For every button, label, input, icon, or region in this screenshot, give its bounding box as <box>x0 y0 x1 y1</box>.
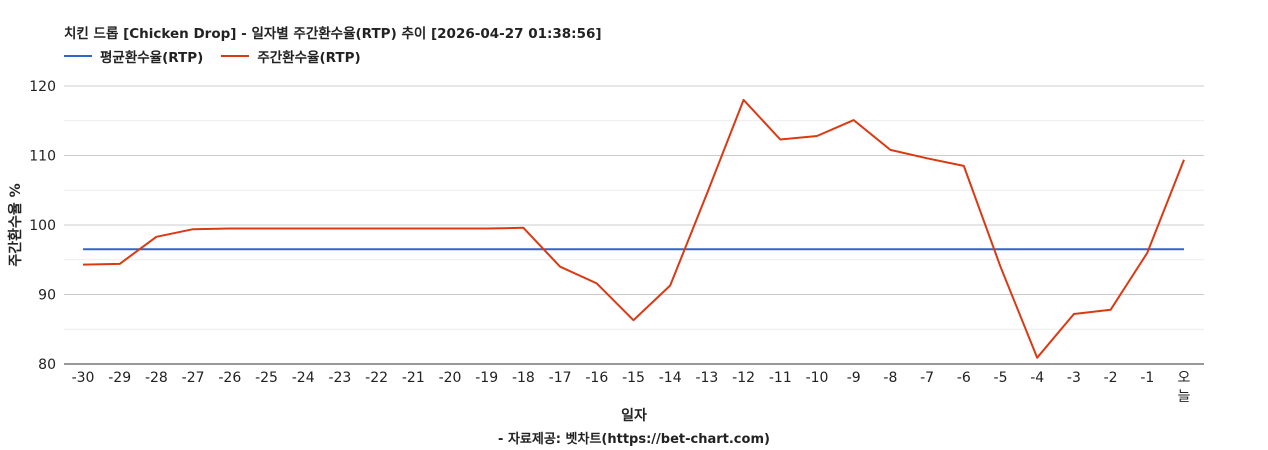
x-tick-label: -12 <box>732 370 755 386</box>
x-tick-label: -4 <box>1030 370 1044 386</box>
source-credit: - 자료제공: 벳차트(https://bet-chart.com) <box>498 432 770 447</box>
y-tick-label: 80 <box>38 357 56 373</box>
x-tick-label: -6 <box>957 370 971 386</box>
x-tick-label: -23 <box>328 370 351 386</box>
x-tick-label: -29 <box>108 370 131 386</box>
x-tick-label: -10 <box>806 370 829 386</box>
x-tick-label: -15 <box>622 370 645 386</box>
y-tick-label: 110 <box>29 149 56 165</box>
x-tick-label: 오 <box>1178 370 1191 386</box>
legend: 평균환수율(RTP) 주간환수율(RTP) <box>64 46 379 66</box>
x-tick-label: -26 <box>218 370 241 386</box>
y-axis-title: 주간환수율 % <box>7 183 24 266</box>
x-tick-label: -30 <box>72 370 95 386</box>
y-tick-label: 100 <box>29 218 56 234</box>
x-tick-label: -22 <box>365 370 388 386</box>
x-tick-label: 늘 <box>1178 389 1191 405</box>
x-tick-label: -2 <box>1104 370 1118 386</box>
x-tick-label: -11 <box>769 370 792 386</box>
x-tick-label: -27 <box>182 370 205 386</box>
x-tick-label: -20 <box>439 370 462 386</box>
series-line-weekly <box>82 98 1185 359</box>
x-tick-label: -14 <box>659 370 682 386</box>
legend-label-average: 평균환수율(RTP) <box>100 50 204 66</box>
x-tick-label: -9 <box>847 370 861 386</box>
x-tick-label: -1 <box>1140 370 1154 386</box>
x-tick-label: -16 <box>585 370 608 386</box>
legend-swatch-weekly <box>221 55 250 57</box>
x-tick-label: -21 <box>402 370 425 386</box>
x-tick-label: -3 <box>1067 370 1081 386</box>
y-tick-label: 90 <box>38 288 56 304</box>
x-tick-label: -5 <box>994 370 1008 386</box>
x-tick-label: -18 <box>512 370 535 386</box>
x-tick-label: -24 <box>292 370 315 386</box>
x-tick-label: -8 <box>883 370 897 386</box>
chart-title: 치킨 드롭 [Chicken Drop] - 일자별 주간환수율(RTP) 추이… <box>64 26 602 42</box>
x-tick-label: -19 <box>475 370 498 386</box>
legend-swatch-average <box>64 55 92 57</box>
legend-label-weekly: 주간환수율(RTP) <box>257 50 361 66</box>
y-tick-label: 120 <box>29 79 56 95</box>
x-tick-label: -17 <box>549 370 572 386</box>
x-tick-label: -25 <box>255 370 278 386</box>
legend-item-weekly[interactable]: 주간환수율(RTP) <box>221 46 361 66</box>
x-tick-label: -7 <box>920 370 934 386</box>
legend-item-average[interactable]: 평균환수율(RTP) <box>64 46 203 66</box>
x-tick-label: -28 <box>145 370 168 386</box>
x-axis-title: 일자 <box>621 408 647 424</box>
x-tick-label: -13 <box>695 370 718 386</box>
